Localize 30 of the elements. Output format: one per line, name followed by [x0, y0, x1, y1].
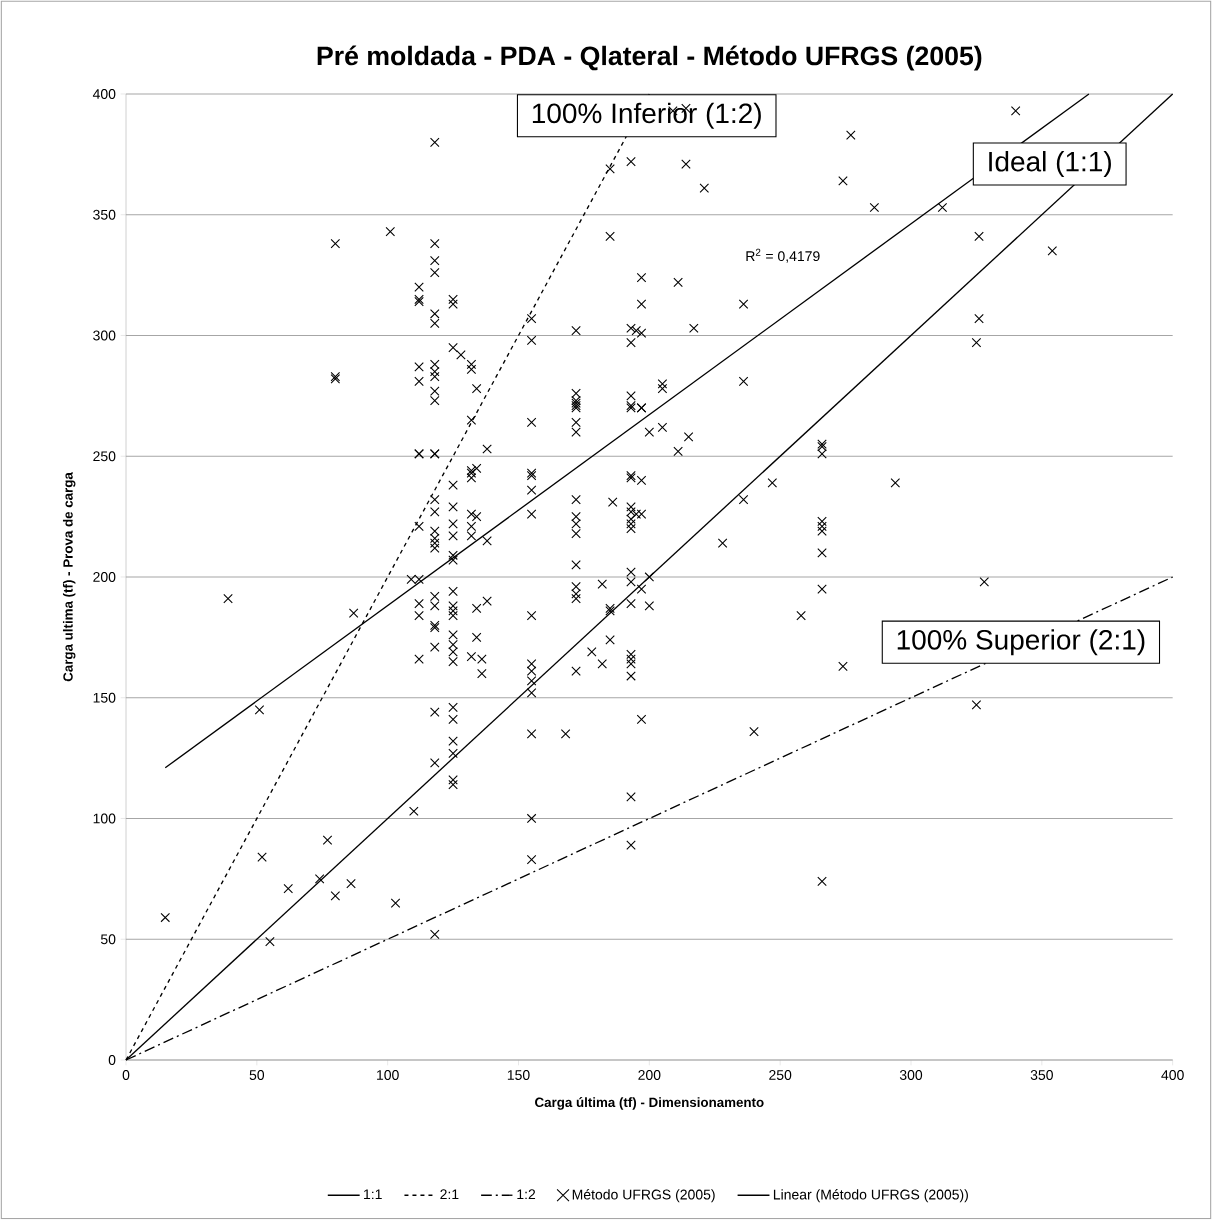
- y-tick-label: 350: [93, 209, 116, 220]
- y-tick-label: 200: [93, 572, 116, 582]
- y-tick-label: 250: [93, 451, 116, 462]
- x-tick-label: 350: [1030, 1070, 1053, 1080]
- legend-label: 2:1: [440, 1189, 459, 1200]
- legend-label: 1:2: [517, 1189, 536, 1200]
- y-tick-label: 300: [93, 330, 116, 341]
- y-tick-label: 0: [108, 1055, 116, 1065]
- y-axis-title: Carga ultima (tf) - Prova de carga: [62, 472, 76, 682]
- x-tick-label: 50: [249, 1070, 265, 1080]
- y-tick-label: 400: [92, 89, 116, 99]
- y-tick-label: 50: [100, 934, 116, 945]
- legend-label: Método UFRGS (2005): [572, 1189, 715, 1203]
- legend-label: Linear (Método UFRGS (2005)): [773, 1189, 968, 1203]
- annotation: 100% Inferior (1:2): [532, 102, 761, 129]
- x-tick-label: 0: [122, 1070, 130, 1080]
- x-axis-title: Carga última (tf) - Dimensionamento: [535, 1097, 764, 1110]
- chart-title: Pré moldada - PDA - Qlateral - Método UFRGS (2005): [317, 45, 982, 71]
- x-tick-label: 300: [899, 1070, 923, 1080]
- x-tick-label: 100: [377, 1070, 399, 1080]
- annotation: 100% Superior (2:1): [897, 629, 1145, 656]
- x-tick-label: 250: [769, 1070, 792, 1080]
- y-tick-label: 150: [93, 692, 116, 703]
- x-tick-label: 400: [1161, 1070, 1184, 1080]
- legend-label: 1:1: [364, 1189, 382, 1200]
- x-tick-label: 200: [638, 1070, 661, 1080]
- annotation: Ideal (1:1): [989, 150, 1111, 178]
- annotation: R$^{2}$ = 0,4179: [746, 248, 820, 263]
- y-tick-label: 100: [93, 813, 116, 824]
- x-tick-label: 150: [507, 1070, 530, 1080]
